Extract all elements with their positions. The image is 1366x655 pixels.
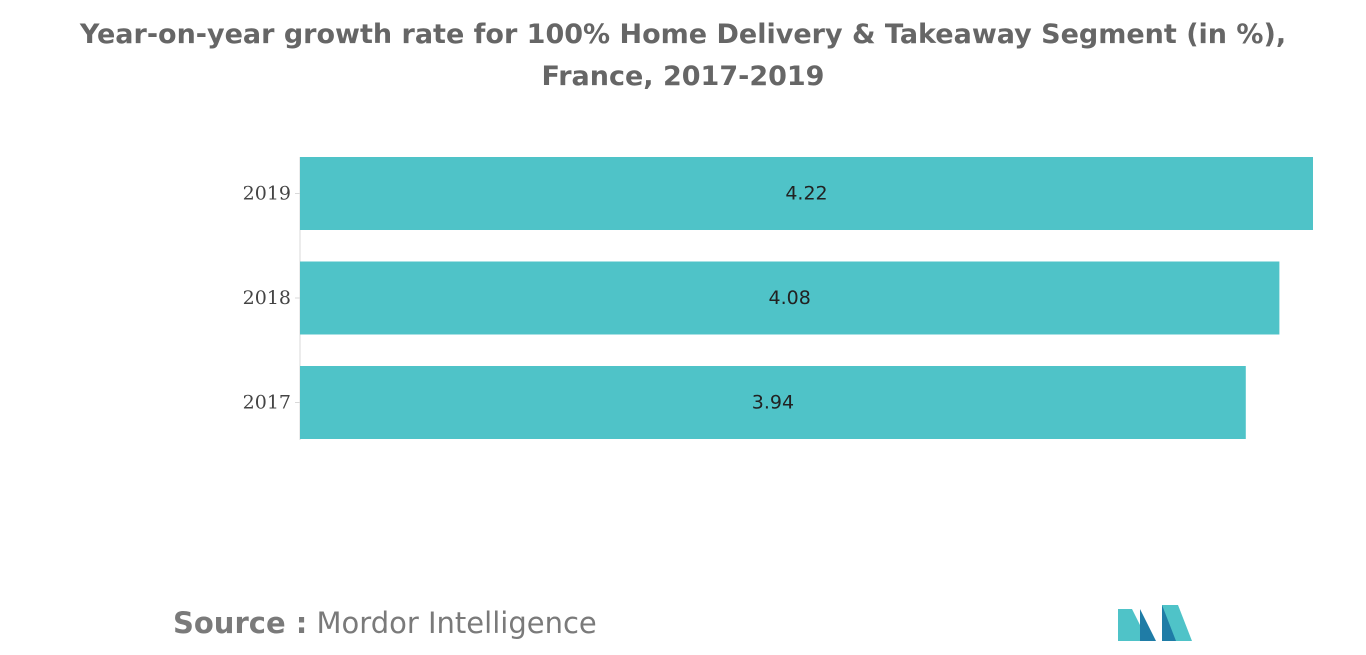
logo-shape-mid: [1140, 609, 1156, 641]
bar-value-label: 4.22: [785, 183, 827, 205]
bars-layer: 2019 4.22 2018 4.08 2017 3.94: [243, 157, 1313, 439]
logo-shape-accent: [1162, 605, 1192, 641]
source-label: Source :: [173, 606, 308, 640]
y-tick-label: 2017: [243, 392, 291, 414]
y-tick-label: 2018: [243, 287, 291, 309]
bar-value-label: 4.08: [769, 287, 811, 309]
bar-2019: [300, 157, 1313, 230]
chart-title: Year-on-year growth rate for 100% Home D…: [79, 19, 1287, 92]
y-tick-label: 2019: [243, 183, 291, 205]
source-line: Source : Mordor Intelligence: [173, 606, 597, 640]
mordor-logo-icon: [1118, 605, 1192, 641]
bar-2017: [300, 366, 1246, 439]
source-text: Mordor Intelligence: [316, 606, 597, 640]
bar-value-label: 3.94: [752, 392, 794, 414]
bar-2018: [300, 261, 1280, 335]
